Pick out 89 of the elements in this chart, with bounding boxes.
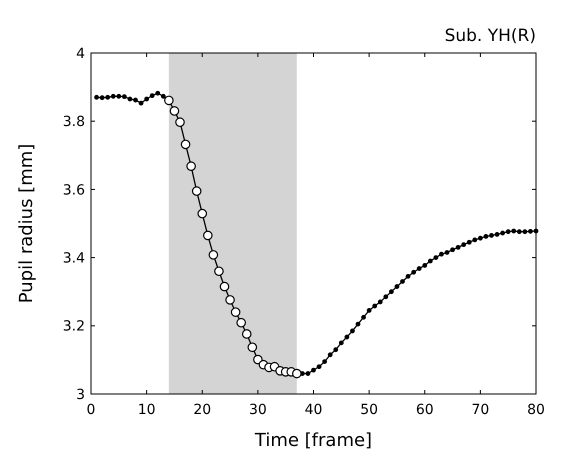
point xyxy=(406,274,410,279)
point xyxy=(472,237,478,242)
point xyxy=(456,244,461,250)
point xyxy=(361,314,366,320)
point xyxy=(444,250,450,255)
point xyxy=(511,228,516,234)
point xyxy=(416,266,422,271)
point xyxy=(197,208,208,218)
point xyxy=(388,289,394,294)
point xyxy=(356,322,360,326)
point xyxy=(116,94,122,99)
point xyxy=(350,328,355,334)
point xyxy=(394,284,400,289)
point xyxy=(192,186,202,196)
point xyxy=(478,236,483,241)
point xyxy=(150,93,155,98)
point xyxy=(461,242,466,248)
point xyxy=(439,252,444,257)
point xyxy=(428,258,433,264)
point xyxy=(144,96,150,102)
y-tick-label: 3.4 xyxy=(62,250,86,266)
point xyxy=(170,106,180,116)
y-tick-label: 3 xyxy=(76,386,85,403)
point xyxy=(378,300,383,304)
point xyxy=(466,240,472,245)
x-tick-label: 40 xyxy=(304,402,322,418)
point xyxy=(484,234,488,239)
x-tick-label: 0 xyxy=(86,402,96,418)
point xyxy=(236,318,246,328)
point xyxy=(528,228,533,234)
x-tick-label: 70 xyxy=(471,402,490,418)
point xyxy=(489,233,494,238)
point xyxy=(411,270,416,275)
point xyxy=(230,307,240,317)
point xyxy=(94,94,99,100)
point xyxy=(322,359,328,364)
x-tick-label: 30 xyxy=(248,402,267,418)
point xyxy=(328,352,333,358)
point xyxy=(494,232,500,237)
x-tick-label: 50 xyxy=(360,402,378,418)
point xyxy=(366,308,372,313)
point xyxy=(160,94,166,99)
y-tick-label: 3.2 xyxy=(62,318,85,335)
point xyxy=(122,94,127,100)
point xyxy=(133,98,138,102)
point xyxy=(372,304,378,308)
point xyxy=(422,263,428,268)
point xyxy=(100,95,105,100)
point xyxy=(128,96,132,102)
point xyxy=(311,368,316,373)
point xyxy=(175,117,185,128)
point xyxy=(450,247,455,252)
point xyxy=(138,100,144,106)
point xyxy=(383,294,388,300)
point xyxy=(344,334,350,340)
x-axis-title: Time [frame] xyxy=(254,430,372,451)
point xyxy=(242,329,252,339)
point xyxy=(500,230,506,236)
point xyxy=(433,255,438,260)
point xyxy=(292,368,302,378)
point xyxy=(186,161,196,172)
x-tick-label: 80 xyxy=(527,402,545,418)
point xyxy=(225,295,235,305)
point xyxy=(338,340,344,346)
point xyxy=(506,229,511,234)
point xyxy=(180,140,190,150)
point xyxy=(522,229,528,234)
point xyxy=(400,279,405,284)
point xyxy=(316,364,322,370)
y-tick-label: 3.6 xyxy=(62,182,86,198)
chart-title: Sub. YH(R) xyxy=(444,26,536,46)
point xyxy=(208,250,218,260)
point xyxy=(155,90,160,96)
y-axis-title: Pupil radius [mm] xyxy=(16,144,37,304)
x-tick-label: 20 xyxy=(193,402,212,418)
y-tick-label: 3.8 xyxy=(62,114,85,130)
x-tick-label: 60 xyxy=(416,402,434,418)
y-tick-label: 4 xyxy=(76,46,86,62)
point xyxy=(105,94,110,100)
x-tick-label: 10 xyxy=(138,402,156,418)
point xyxy=(214,266,224,276)
point xyxy=(333,347,338,352)
point xyxy=(306,371,310,376)
point xyxy=(203,230,213,240)
point xyxy=(110,94,116,99)
point xyxy=(516,229,522,234)
point xyxy=(248,342,258,352)
point xyxy=(220,282,230,292)
point xyxy=(164,96,174,106)
